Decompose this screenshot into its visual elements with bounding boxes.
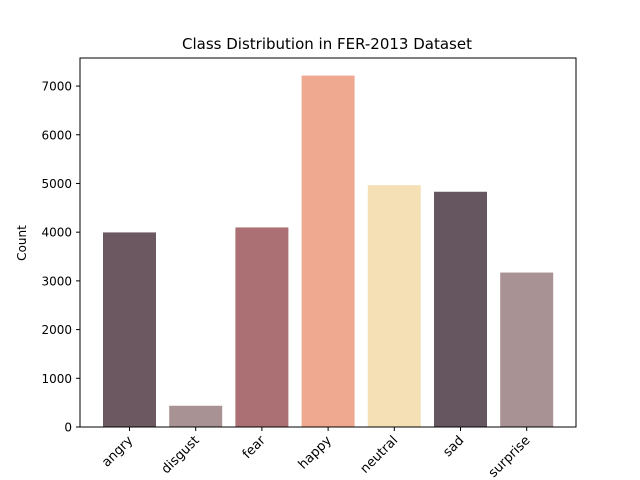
bar-neutral [367, 185, 421, 427]
bar-angry [103, 232, 156, 427]
y-axis: 0 1000 2000 3000 4000 5000 6000 7000 [41, 80, 80, 435]
x-tick-label: happy [296, 433, 335, 472]
x-tick-label: fear [240, 433, 269, 462]
y-tick-label: 0 [64, 421, 72, 435]
y-tick-label: 6000 [41, 128, 72, 142]
bar-sad [434, 191, 487, 427]
y-tick-label: 2000 [41, 323, 72, 337]
y-tick-label: 7000 [41, 80, 72, 94]
y-tick-label: 4000 [41, 226, 72, 240]
y-tick-label: 3000 [41, 274, 72, 288]
bar-series [103, 75, 554, 427]
bar-fear [235, 227, 289, 427]
x-tick-label: neutral [358, 433, 401, 476]
plot-frame [79, 57, 577, 428]
x-tick-label: sad [440, 433, 467, 460]
x-axis: angry disgust fear happy neutral sad surprise [99, 427, 534, 480]
x-tick-label: surprise [486, 433, 534, 480]
bar-happy [301, 75, 355, 427]
bar-surprise [500, 272, 554, 427]
chart-title: Class Distribution in FER-2013 Dataset [182, 35, 472, 53]
y-tick-label: 1000 [41, 372, 72, 386]
y-tick-label: 5000 [41, 177, 72, 191]
x-tick-label: angry [99, 433, 136, 470]
bar-disgust [169, 405, 223, 427]
x-tick-label: disgust [159, 433, 203, 477]
y-axis-label: Count [15, 225, 29, 261]
